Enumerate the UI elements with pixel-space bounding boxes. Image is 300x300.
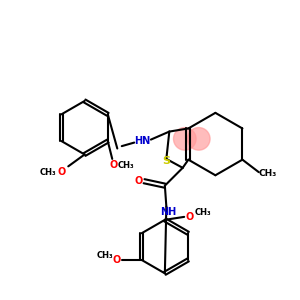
Text: CH₃: CH₃ [194, 208, 211, 217]
Text: O: O [185, 212, 194, 222]
Text: O: O [109, 160, 117, 170]
Text: NH: NH [160, 207, 176, 217]
Text: S: S [162, 156, 170, 166]
Text: O: O [135, 176, 143, 186]
Text: CH₃: CH₃ [97, 251, 113, 260]
Text: CH₃: CH₃ [117, 161, 134, 170]
Text: O: O [58, 167, 66, 177]
Circle shape [173, 128, 196, 150]
Text: CH₃: CH₃ [259, 169, 277, 178]
Text: O: O [113, 255, 121, 265]
Text: CH₃: CH₃ [39, 168, 56, 177]
Circle shape [188, 128, 210, 150]
Text: HN: HN [134, 136, 151, 146]
